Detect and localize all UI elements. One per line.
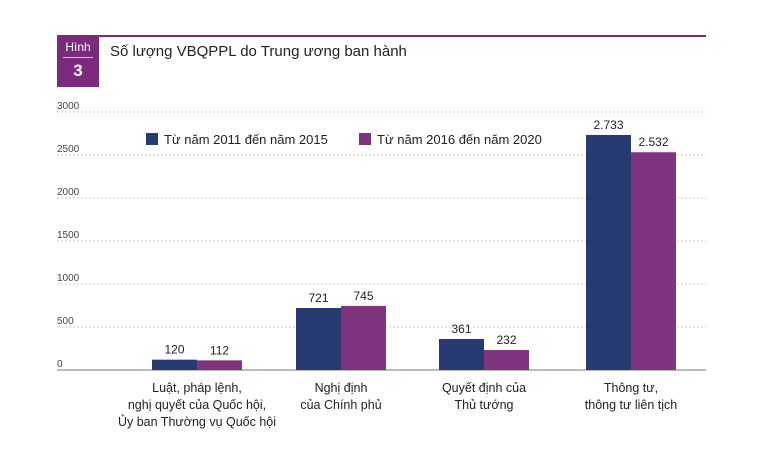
category-label: Thông tư, <box>604 381 658 395</box>
title-rule <box>99 35 706 37</box>
y-tick-label: 2500 <box>57 144 80 155</box>
y-tick-label: 3000 <box>57 101 80 112</box>
data-label: 120 <box>164 343 184 357</box>
category-label: Quyết định của <box>442 381 526 395</box>
category-label: Nghị định <box>315 381 368 395</box>
legend-swatch <box>146 133 158 145</box>
category-label: Luật, pháp lệnh, <box>152 381 242 395</box>
y-tick-label: 0 <box>57 359 63 370</box>
bars <box>152 134 676 370</box>
bar <box>484 350 529 370</box>
data-label: 2.733 <box>593 118 623 132</box>
category-label: thông tư liên tịch <box>585 398 677 412</box>
legend-swatch <box>359 133 371 145</box>
data-label: 232 <box>496 333 516 347</box>
legend-label: Từ năm 2011 đến năm 2015 <box>164 132 328 147</box>
figure-badge: Hình 3 <box>57 35 99 87</box>
bar <box>631 152 676 370</box>
y-tick-label: 1000 <box>57 273 80 284</box>
figure-number: 3 <box>73 61 83 80</box>
legend-label: Từ năm 2016 đến năm 2020 <box>377 132 542 147</box>
legend: Từ năm 2011 đến năm 2015 Từ năm 2016 đến … <box>146 132 542 147</box>
bar <box>341 305 386 370</box>
y-tick-label: 500 <box>57 316 74 327</box>
data-label: 2.532 <box>638 135 668 149</box>
bar <box>296 307 341 370</box>
y-tick-label: 2000 <box>57 187 80 198</box>
bar <box>197 360 242 370</box>
category-label: của Chính phủ <box>300 398 381 412</box>
data-label: 721 <box>308 291 328 305</box>
category-label: Ủy ban Thường vụ Quốc hội <box>118 414 276 429</box>
data-labels: 120 721 361 2.733 112 745 232 2.532 <box>164 118 668 357</box>
figure-label: Hình <box>65 40 91 54</box>
data-label: 745 <box>353 289 373 303</box>
category-label: nghị quyết của Quốc hội, <box>128 398 266 412</box>
figure-badge-divider <box>63 57 93 58</box>
y-axis-ticks: 0 500 1000 1500 2000 2500 3000 <box>57 101 80 370</box>
bar <box>439 338 484 370</box>
bar <box>152 359 197 370</box>
bar <box>586 134 631 370</box>
category-label: Thủ tướng <box>455 398 514 412</box>
chart-title: Số lượng VBQPPL do Trung ương ban hành <box>110 43 407 60</box>
x-axis-categories: Luật, pháp lệnh, nghị quyết của Quốc hội,… <box>118 381 677 429</box>
data-label: 112 <box>210 343 229 357</box>
y-tick-label: 1500 <box>57 230 80 241</box>
data-label: 361 <box>451 322 471 336</box>
